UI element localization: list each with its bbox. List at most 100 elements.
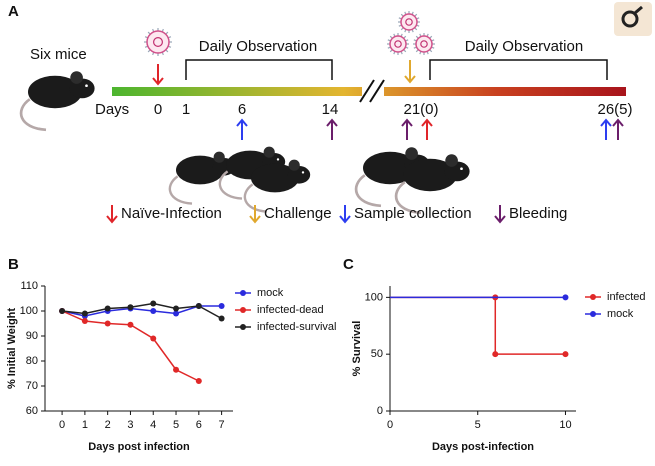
virus-core [405,18,413,26]
mouse-eye [85,84,88,88]
panel-label: C [343,256,354,273]
logo-icon [621,10,639,28]
legend-swatch [590,294,596,300]
mouse-tail [354,174,382,208]
mouse [243,159,311,213]
mouse-ear [405,147,418,160]
x-tick-label: 5 [475,419,481,431]
data-point [173,305,180,312]
arrow-head [612,118,624,127]
series-line [62,302,222,320]
y-tick-label: 90 [26,330,38,342]
x-axis-label: Days post-infection [432,441,534,453]
subject-label: Six mice [30,46,87,63]
x-tick-label: 10 [559,419,571,431]
data-point [195,378,202,384]
y-tick-label: 100 [20,305,38,317]
legend-swatch [240,290,246,296]
mouse [19,71,95,132]
mouse-ear [263,146,275,158]
mouse-eye [301,171,305,174]
virus [400,13,418,31]
data-point [492,351,499,358]
x-axis-label: Days post infection [88,441,190,453]
series-line [61,305,222,317]
observation-label: Daily Observation [199,38,317,55]
x-tick-label: 3 [127,419,133,431]
x-tick-label: 2 [105,419,111,431]
day-label: 26(5) [597,101,632,118]
timeline-break [362,80,384,104]
mouse-eye [460,167,463,171]
mouse-ear [213,151,225,163]
data-point [150,300,157,307]
data-point [150,308,157,314]
y-axis-label: % Survival [351,321,363,377]
x-tick-label: 5 [173,419,179,431]
arrow-head [600,118,612,127]
y-tick-label: 80 [26,355,38,367]
y-tick-label: 110 [20,280,38,292]
panel-label: B [8,256,19,273]
x-tick-label: 7 [219,419,225,431]
y-axis-label: % Initial Weight [6,308,18,389]
x-tick-label: 0 [387,419,393,431]
day-label: 6 [238,101,246,118]
arrow-head [152,77,164,86]
data-point [195,303,202,309]
bracket [185,59,333,80]
x-tick-label: 1 [82,419,88,431]
x-tick-label: 4 [150,419,156,431]
mouse-body [27,75,82,109]
legend-label: mock [257,287,284,299]
mouse-tail [394,181,422,215]
virus-core [153,36,164,47]
legend-label: infected-dead [257,304,324,316]
data-point [150,335,157,342]
mouse-tail [243,183,268,213]
virus [415,35,433,53]
arrow-head [236,118,248,127]
legend-label: Bleeding [509,205,567,222]
arrow-head [326,118,338,127]
y-tick-label: 100 [365,291,383,303]
y-tick-label: 70 [26,380,38,392]
day-label: 1 [182,101,190,118]
virus-core [394,40,402,48]
arrow-head [339,215,351,224]
data-point [81,318,88,324]
mouse-body [176,155,224,185]
y-tick-label: 0 [377,405,383,417]
data-point [173,310,180,317]
mouse-ear [70,71,83,84]
data-point [218,303,225,309]
x-tick-label: 6 [196,419,202,431]
y-tick-label: 50 [371,348,383,360]
virus-core [420,40,428,48]
illustration [19,11,624,224]
arrow-head [404,75,416,84]
virus [389,35,407,53]
legend-label: Challenge [264,205,332,222]
days-label: Days [95,101,129,118]
mouse-tail [218,170,243,200]
bracket [429,59,608,80]
legend-label: Sample collection [354,205,472,222]
data-point [173,366,180,373]
data-point [104,305,111,312]
legend-label: infected-survival [257,321,336,333]
legend-label: Naïve-Infection [121,205,222,222]
day-label: 14 [322,101,339,118]
legend-swatch [590,311,596,317]
data-point [562,351,569,358]
data-point [127,321,134,328]
day-label: 21(0) [403,101,438,118]
panel-label: A [8,3,19,20]
y-tick-label: 60 [26,405,38,417]
logo-badge [614,2,652,36]
arrow-head [421,118,433,127]
timeline-break [359,79,375,103]
legend-swatch [240,307,246,313]
